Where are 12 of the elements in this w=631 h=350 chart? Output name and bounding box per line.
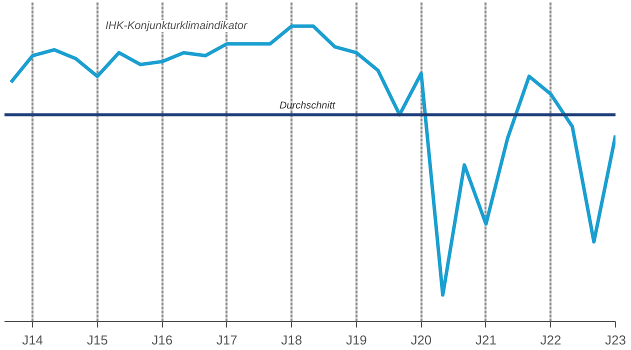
ref-line-label: Durchschnitt [279, 100, 336, 112]
x-tick-label: J18 [281, 332, 302, 348]
series-label: IHK-Konjunkturklimaindikator [105, 20, 248, 32]
x-tick-label: J15 [86, 332, 108, 348]
x-tick-label: J21 [475, 332, 496, 348]
x-tick-label: J22 [540, 332, 562, 348]
x-tick-label: J16 [152, 332, 173, 348]
x-tick-label: J20 [410, 332, 432, 348]
x-tick-label: J17 [216, 332, 238, 348]
x-tick-label: J23 [605, 332, 626, 348]
x-tick-label: J14 [22, 332, 44, 348]
x-tick-label: J19 [346, 332, 367, 348]
